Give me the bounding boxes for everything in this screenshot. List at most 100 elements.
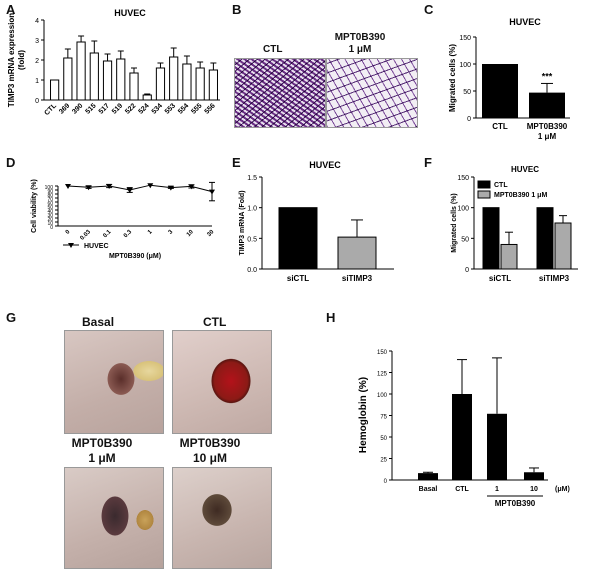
chart-d-point [106, 184, 113, 189]
chart-d-xlabel: MPT0B390 (μM) [109, 253, 161, 260]
panel-letter-c: C [424, 2, 434, 17]
photo-label-mpt1-name: MPT0B390 [71, 436, 133, 450]
chart-c-y-tick-label: 0 [467, 116, 471, 123]
panel-letter-a: A [6, 2, 16, 17]
chart-a-bar [116, 58, 126, 101]
chart-e-y-tick-label: 1.5 [247, 175, 257, 182]
panel-letter-d: D [6, 155, 16, 170]
chart-f-ylabel: Migrated cells (%) [451, 193, 458, 253]
chart-h-x-tick-label: 10 [530, 486, 538, 493]
chart-d-point [209, 189, 215, 195]
chart-f-bar [482, 207, 500, 270]
panel-letter-h: H [326, 310, 336, 325]
chart-f-y-tick-label: 0 [465, 267, 469, 274]
chart-d-x-tick-label: 0.1 [102, 229, 113, 240]
chart-a-bar [195, 67, 205, 101]
chart-d-point [188, 184, 195, 190]
chart-a-x-tick-label: 515 [85, 102, 98, 115]
chart-h-bar [452, 394, 472, 480]
chart-d-x-tick-label: 30 [206, 229, 215, 238]
photo-label-mpt10-dose: 10 μM [192, 451, 228, 465]
micrograph-ctl [234, 58, 326, 128]
chart-h-y-tick-label: 125 [377, 372, 388, 378]
chart-a-x-tick-label: 554 [177, 102, 190, 115]
chart-f-bar [500, 243, 518, 270]
chart-h-y-tick-label: 75 [380, 415, 387, 421]
chart-e-y-tick-label: 0.5 [247, 236, 257, 243]
chart-a-x-tick-label: 534 [151, 102, 164, 115]
chart-h-group-label: MPT0B390 [495, 499, 536, 508]
chart-d-y-tick-label: 40 [47, 209, 53, 215]
chart-f-y-tick-label: 100 [457, 206, 469, 213]
chart-d-series-line [67, 184, 213, 193]
chart-a-bar [89, 52, 99, 101]
mouse-photo-mpt0b390-10um [172, 467, 272, 569]
chart-d-point [65, 184, 71, 189]
mouse-photo-mpt0b390-1um [64, 467, 164, 569]
chart-h-y-tick-label: 0 [384, 479, 388, 485]
chart-f-bar [554, 222, 572, 270]
chart-a-y-tick-label: 1 [35, 78, 39, 85]
chart-a-y-tick-label: 0 [35, 98, 39, 105]
chart-c-y-tick-label: 150 [459, 35, 471, 42]
chart-h-unit-label: (μM) [555, 486, 570, 493]
chart-a-x-tick-label: 556 [204, 102, 217, 115]
chart-f-x-tick-label: siTIMP3 [539, 274, 570, 283]
chart-e-bar [337, 236, 377, 270]
chart-a-x-tick-label: 553 [164, 102, 177, 115]
chart-a-x-tick-label: 524 [137, 102, 150, 115]
panel-b-label-ctl: CTL [263, 44, 283, 55]
chart-c-title: HUVEC [509, 17, 541, 27]
chart-f-title: HUVEC [511, 165, 539, 174]
chart-d-y-tick-label: 30 [47, 213, 53, 219]
chart-d-y-tick-label: 100 [45, 185, 54, 191]
chart-a-ylabel-line1: TIMP3 mRNA expression [7, 13, 16, 108]
chart-d-y-tick-label: 60 [47, 201, 53, 207]
chart-a-x-tick-label: 390 [71, 102, 84, 115]
chart-a-bar [63, 57, 73, 101]
chart-c-ylabel: Migrated cells (%) [448, 44, 457, 112]
chart-c-significance: *** [542, 71, 553, 81]
chart-a-bar [182, 63, 192, 101]
chart-c-x-tick-label: MPT0B390 [527, 122, 568, 131]
chart-a-bar [50, 79, 60, 101]
panel-letter-g: G [6, 310, 17, 325]
chart-d-point [147, 183, 154, 189]
chart-c-y-tick-label: 100 [459, 62, 471, 69]
chart-c-x-tick-label: CTL [492, 122, 508, 131]
chart-c-bar [482, 64, 518, 118]
chart-e-x-tick-label: siTIMP3 [342, 274, 373, 283]
chart-d-point [167, 185, 174, 191]
chart-f-y-tick-label: 50 [461, 236, 469, 243]
panel-letter-e: E [232, 155, 241, 170]
chart-a-ylabel-line2: (fold) [17, 50, 26, 70]
mouse-photo-basal [64, 330, 164, 434]
chart-a-x-tick-label: 517 [98, 102, 111, 115]
chart-f-legend-label: MPT0B390 1 μM [494, 192, 547, 199]
chart-c-x-tick-sublabel: 1 μM [538, 132, 557, 141]
chart-d-legend-marker [68, 243, 74, 248]
micrograph-mpt0b390 [326, 58, 418, 128]
panel-letter-f: F [424, 155, 432, 170]
photo-label-mpt10-name: MPT0B390 [179, 436, 241, 450]
chart-a-x-tick-label: 555 [190, 102, 203, 115]
chart-e-x-tick-label: siCTL [287, 274, 309, 283]
chart-h-y-tick-label: 25 [380, 458, 387, 464]
chart-d-legend-label: HUVEC [84, 243, 109, 250]
chart-a-y-tick-label: 3 [35, 38, 39, 45]
chart-a-bar [76, 41, 86, 101]
photo-label-basal: Basal [82, 315, 115, 329]
chart-a-x-tick-label: CTL [43, 102, 58, 117]
chart-a-y-tick-label: 2 [35, 58, 39, 65]
chart-d-point [85, 185, 92, 191]
chart-f-legend-swatch [477, 180, 491, 189]
chart-a-x-tick-label: 369 [58, 102, 71, 115]
chart-e-ylabel: TIMP3 mRNA (Fold) [239, 190, 246, 255]
chart-a-bar [129, 72, 139, 101]
chart-h-ylabel: Hemoglobin (%) [358, 377, 369, 453]
chart-d-x-tick-label: 0.3 [123, 229, 134, 240]
chart-h-y-tick-label: 100 [377, 393, 388, 399]
chart-h-x-tick-label: 1 [495, 486, 499, 493]
photo-label-ctl: CTL [203, 315, 227, 329]
photo-label-mpt1-dose: 1 μM [88, 451, 116, 465]
